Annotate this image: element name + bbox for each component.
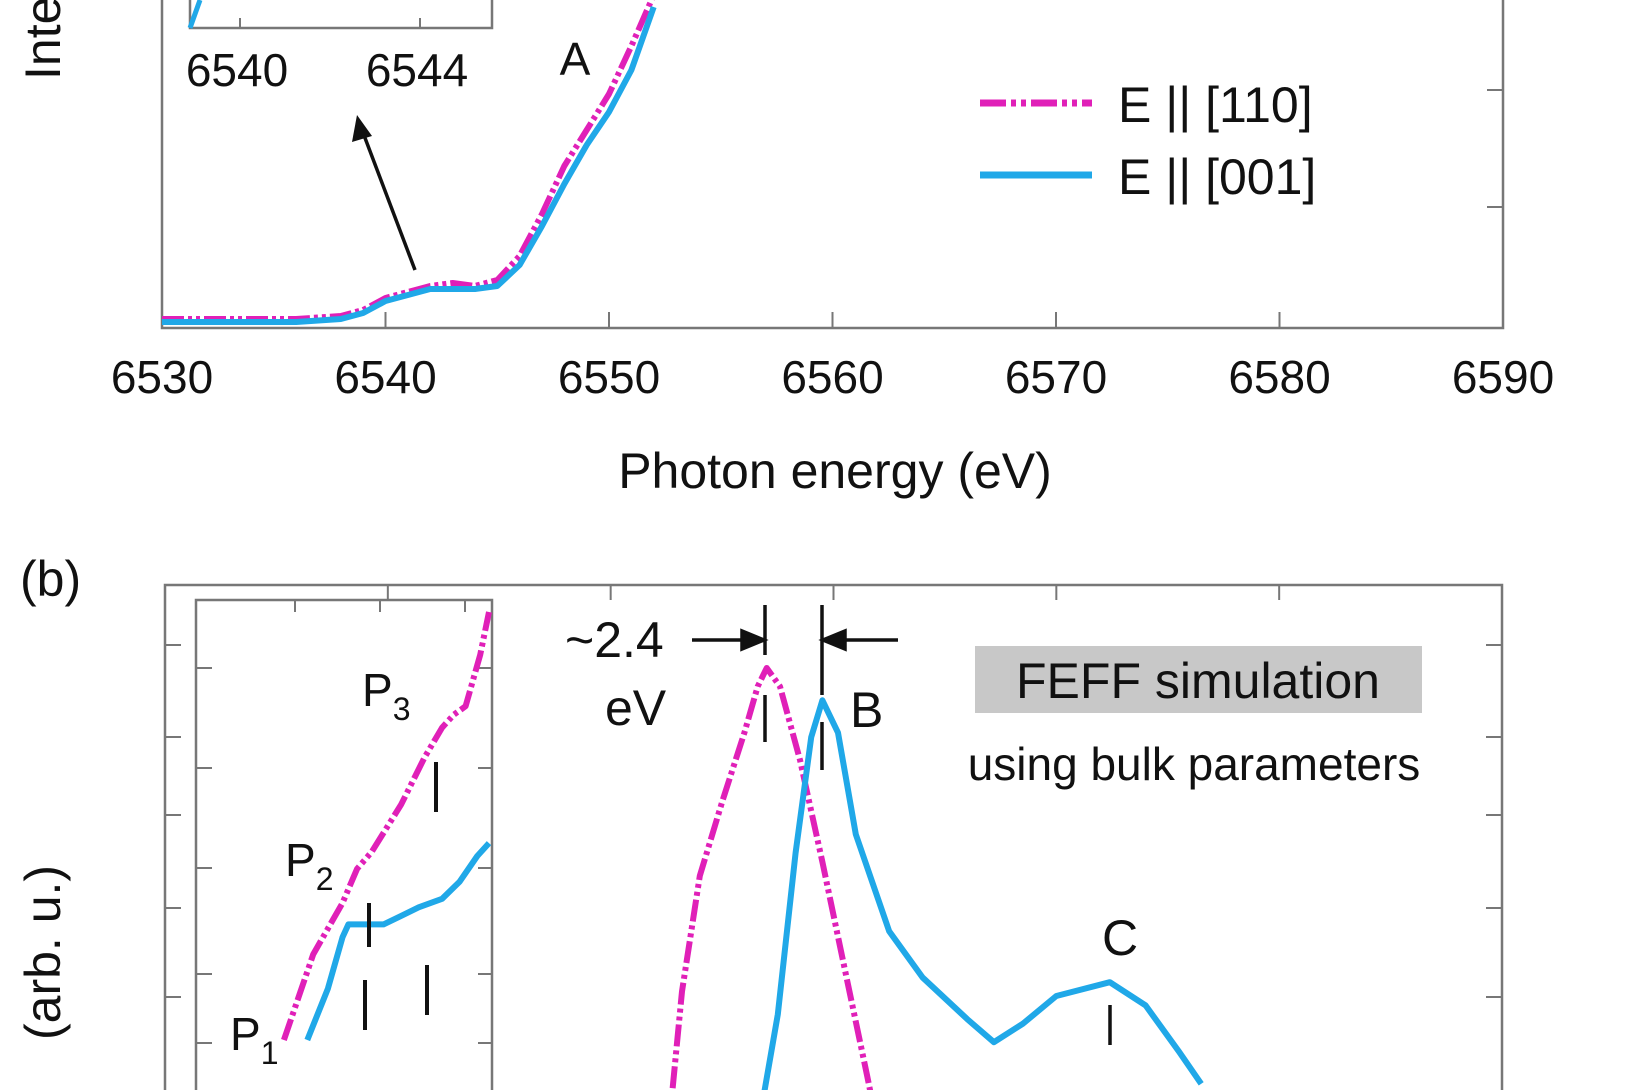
x-tick-label: 6530 — [111, 351, 213, 403]
x-tick-label: 6580 — [1228, 351, 1330, 403]
feff-title: FEFF simulation — [1016, 653, 1380, 709]
x-tick-label: 6570 — [1005, 351, 1107, 403]
panel-a: 6530 6540 6550 6560 6570 6580 6590 Inte Photon… — [15, 0, 1554, 499]
peak-label-b: B — [850, 682, 883, 738]
curve-e110 — [669, 665, 874, 1090]
x-axis-label: Photon energy (eV) — [618, 443, 1052, 499]
legend-label-110: E || [110] — [1118, 77, 1313, 133]
inset-a-frame — [188, 0, 494, 30]
shift-unit: eV — [605, 680, 667, 736]
legend: E || [110] E || [001] — [980, 77, 1316, 205]
inset-curve-e001 — [304, 841, 492, 1042]
inset-a-tick-label: 6544 — [366, 44, 468, 96]
y-axis-label-b: (arb. u.) — [15, 865, 71, 1040]
pointer-arrow — [360, 129, 417, 271]
x-tick-label: 6540 — [334, 351, 436, 403]
shift-arrows — [692, 605, 1112, 1045]
panel-b-label: (b) — [20, 551, 81, 607]
inset-b-frame — [194, 598, 494, 1090]
inset-curve-e110 — [281, 611, 492, 1041]
feff-title-bg — [975, 646, 1422, 713]
panel-b: (b) (arb. u.) P3 P2 P1 ~2.4 eV B C FEFF … — [15, 551, 1504, 1090]
inset-label-p3: P3 — [362, 664, 410, 727]
x-tick-label: 6590 — [1452, 351, 1554, 403]
legend-label-001: E || [001] — [1118, 149, 1316, 205]
curve-e001 — [162, 5, 657, 325]
feff-subtitle: using bulk parameters — [968, 738, 1421, 790]
inset-label-p1: P1 — [230, 1008, 278, 1071]
inset-a-tick-label: 6540 — [186, 44, 288, 96]
arrow-head — [352, 115, 372, 142]
inset-peak-markers — [363, 762, 438, 1030]
y-axis-label-a: Inte — [15, 0, 71, 80]
shift-value: ~2.4 — [565, 612, 664, 668]
inset-label-p2: P2 — [285, 834, 333, 897]
peak-label-c: C — [1102, 910, 1138, 966]
x-tick-label: 6550 — [558, 351, 660, 403]
x-tick-label: 6560 — [781, 351, 883, 403]
annotation-a: A — [560, 33, 591, 85]
inset-a-curve — [187, 0, 203, 29]
curve-e001 — [761, 697, 1204, 1090]
